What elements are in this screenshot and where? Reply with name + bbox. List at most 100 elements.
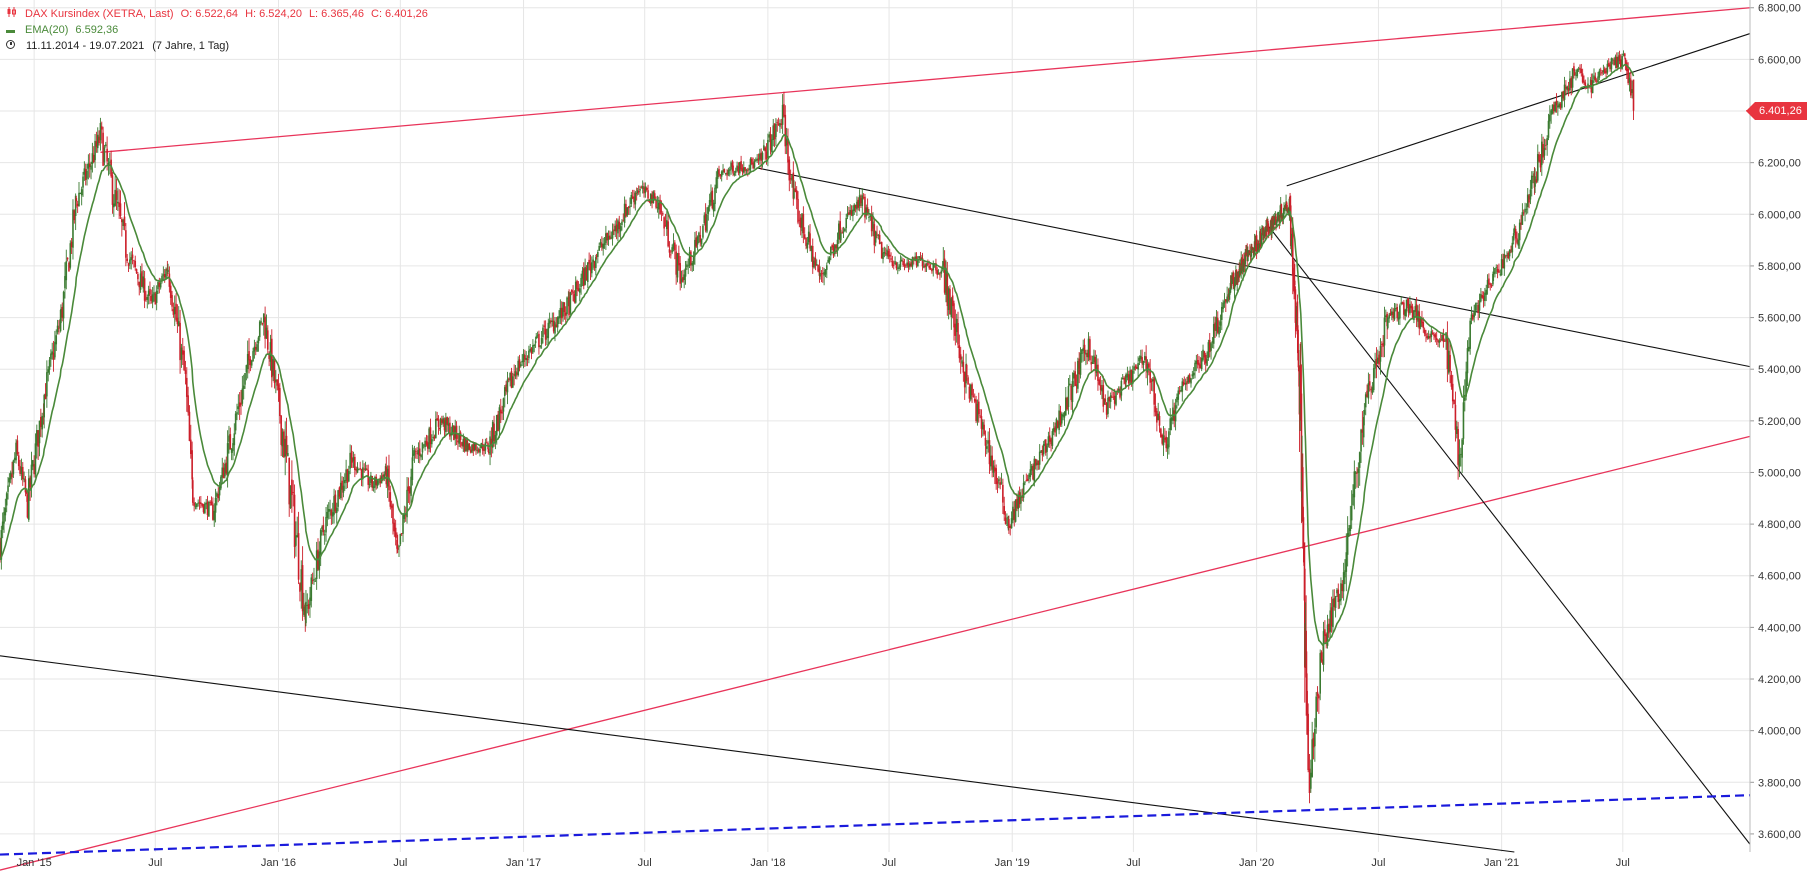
- candle-body: [558, 316, 560, 319]
- candle-body: [167, 269, 169, 273]
- legend-high: H: 6.524,20: [245, 8, 302, 20]
- candle-body: [303, 606, 305, 615]
- candle-body: [727, 169, 730, 175]
- candle-body: [506, 379, 509, 393]
- candle-body: [46, 372, 48, 397]
- candle-body: [30, 464, 33, 485]
- candle-body: [187, 395, 189, 413]
- candle-body: [196, 503, 198, 507]
- candle-body: [1259, 232, 1262, 247]
- candle-body: [842, 231, 845, 233]
- candle-body: [660, 210, 663, 212]
- candle-body: [1292, 273, 1295, 280]
- candle-body: [241, 388, 244, 404]
- candle-body: [631, 196, 634, 199]
- candle-body: [473, 443, 476, 451]
- candle-body: [127, 263, 130, 266]
- candle-body: [861, 195, 864, 206]
- candle-body: [439, 418, 442, 428]
- candle-body: [1014, 499, 1017, 522]
- candle-body: [183, 350, 185, 371]
- candle-body: [698, 232, 700, 237]
- candle-body: [1196, 359, 1199, 365]
- candle-body: [400, 533, 403, 535]
- y-tick-label: 6.200,00: [1758, 158, 1801, 170]
- x-tick-label: Jul: [393, 857, 407, 869]
- candle-body: [1058, 410, 1060, 431]
- candle-body: [1168, 431, 1170, 448]
- candle-body: [1593, 75, 1595, 80]
- candle-body: [1133, 366, 1135, 370]
- candle-body: [1345, 552, 1348, 572]
- candle-body: [240, 403, 242, 405]
- candle-body: [27, 478, 30, 520]
- candle-body: [200, 502, 202, 505]
- candle-body: [172, 309, 175, 315]
- candle-body: [1282, 212, 1285, 219]
- candle-body: [1320, 652, 1323, 661]
- candle-body: [202, 504, 205, 513]
- x-tick-label: Jul: [882, 857, 896, 869]
- candle-body: [880, 242, 883, 259]
- legend-open: O: 6.522,64: [180, 8, 239, 20]
- candle-body: [321, 526, 323, 530]
- candle-body: [95, 141, 98, 147]
- candle-body: [1618, 55, 1621, 62]
- candle-body: [325, 516, 327, 533]
- candle-body: [1152, 379, 1154, 382]
- candle-body: [711, 190, 714, 209]
- candle-body: [794, 188, 797, 192]
- candle-body: [1450, 375, 1453, 387]
- candle-body: [1315, 696, 1317, 728]
- candle-body: [1262, 227, 1265, 236]
- candle-body: [995, 468, 997, 485]
- candle-body: [853, 204, 856, 212]
- candle-body: [589, 263, 592, 271]
- candle-body: [1403, 302, 1405, 315]
- candle-body: [530, 348, 533, 354]
- x-tick-label: Jan '19: [995, 857, 1030, 869]
- y-tick-label: 5.800,00: [1758, 261, 1801, 273]
- candle-body: [633, 196, 635, 203]
- candle-body: [1504, 255, 1507, 257]
- candle-body: [874, 231, 877, 243]
- candle-body: [1195, 360, 1198, 365]
- candle-body: [1089, 339, 1091, 361]
- candle-body: [572, 291, 574, 294]
- candle-body: [539, 345, 542, 347]
- candle-body: [788, 159, 791, 181]
- candle-body: [1356, 472, 1358, 474]
- candle-body: [390, 505, 393, 508]
- candle-body: [556, 317, 559, 328]
- candle-body: [546, 336, 548, 338]
- candle-body: [1013, 508, 1016, 520]
- candle-body: [732, 165, 734, 174]
- candle-body: [921, 258, 924, 267]
- candle-body: [476, 450, 479, 452]
- candle-body: [1101, 387, 1103, 392]
- candle-body: [1233, 285, 1236, 291]
- candle-body: [954, 323, 957, 336]
- candle-body: [1234, 276, 1236, 287]
- candle-body: [261, 322, 264, 324]
- candle-body: [904, 265, 907, 267]
- candle-body: [396, 540, 398, 549]
- candle-body: [935, 262, 937, 271]
- candle-body: [1431, 332, 1434, 334]
- candle-body: [890, 258, 892, 260]
- candle-body: [1121, 377, 1124, 379]
- candle-body: [1008, 519, 1010, 528]
- candle-body: [1202, 349, 1204, 360]
- candle-body: [1120, 380, 1123, 396]
- candle-body: [846, 213, 849, 217]
- candle-body: [0, 530, 3, 560]
- candle-body: [821, 273, 824, 275]
- candle-body: [24, 479, 27, 493]
- candle-body: [32, 460, 34, 467]
- candle-body: [1269, 230, 1271, 232]
- candle-body: [481, 443, 484, 451]
- candle-body: [447, 423, 450, 426]
- candle-body: [649, 193, 652, 204]
- candle-body: [854, 204, 857, 209]
